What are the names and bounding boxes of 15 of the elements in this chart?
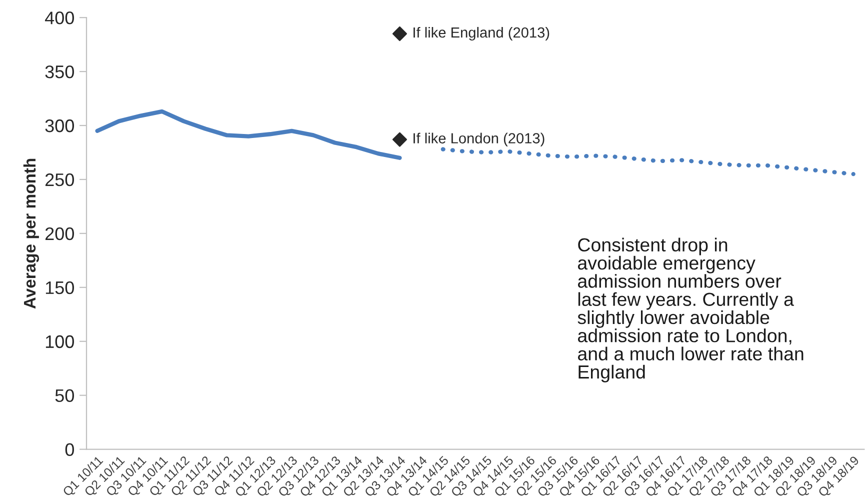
y-tick-label: 0 (65, 443, 74, 456)
y-tick-label: 200 (45, 227, 74, 240)
y-tick-label: 350 (45, 65, 74, 78)
line-series (440, 147, 856, 176)
y-tick-label: 50 (55, 389, 74, 402)
annotation: Consistent drop in avoidable emergency admission numbers over last few years. Currently a slightly lower avoidable admission rate to London, and a much lower rate than England (578, 238, 804, 382)
series-label: If like London (2013) (414, 132, 544, 146)
y-tick-label: 250 (45, 173, 74, 186)
y-tick-label: 400 (44, 12, 74, 24)
y-tick-label: 100 (46, 335, 74, 348)
y-axis-title: Average per month (23, 158, 40, 309)
y-tick-label: 300 (45, 119, 74, 132)
series-label: If like England (2013) (414, 26, 550, 41)
line-series (95, 109, 402, 160)
y-tick-label: 150 (46, 281, 74, 294)
